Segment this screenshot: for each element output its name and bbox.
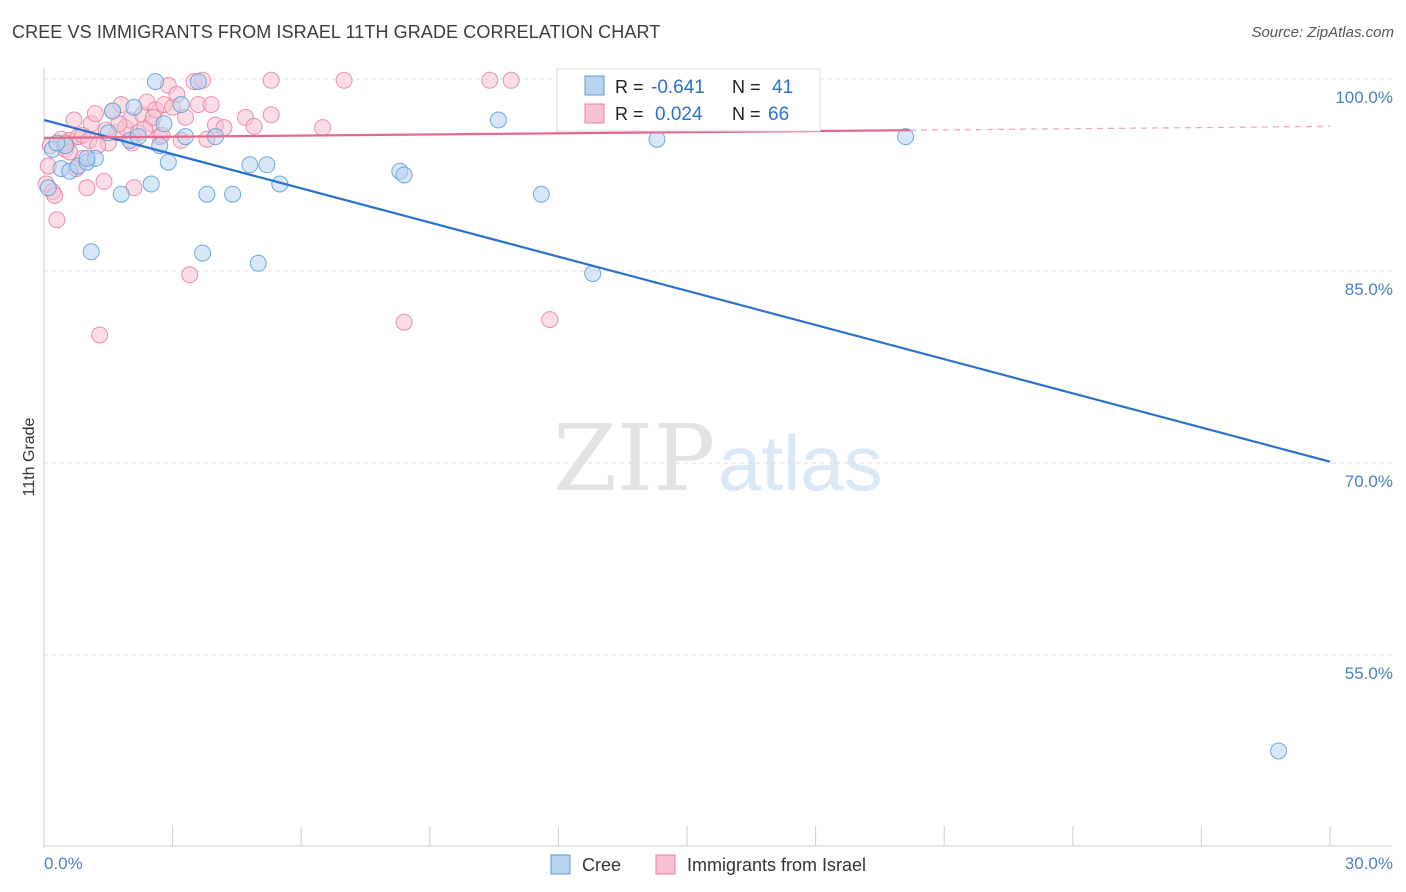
point-immigrants-from-israel xyxy=(245,117,263,135)
y-tick-label: 70.0% xyxy=(1345,472,1393,491)
point-immigrants-from-israel xyxy=(314,119,332,137)
point-cree xyxy=(48,134,66,152)
series-cree xyxy=(39,73,1288,760)
stats-r-value-cree: -0.641 xyxy=(651,77,705,98)
x-tick-label-max: 30.0% xyxy=(1345,854,1393,873)
stats-n-value-israel: 66 xyxy=(768,104,789,125)
point-cree xyxy=(224,185,242,203)
y-axis-label: 11th Grade xyxy=(21,417,38,496)
legend-label-cree: Cree xyxy=(582,855,621,875)
point-cree xyxy=(142,175,160,193)
point-cree xyxy=(39,179,57,197)
stats-n-label-israel: N = xyxy=(732,104,761,124)
y-tick-label: 85.0% xyxy=(1345,280,1393,299)
point-cree xyxy=(189,73,207,91)
point-cree xyxy=(198,185,216,203)
point-cree xyxy=(104,102,122,120)
y-tick-label: 100.0% xyxy=(1335,88,1393,107)
point-immigrants-from-israel xyxy=(481,71,499,89)
point-immigrants-from-israel xyxy=(78,179,96,197)
stats-r-label-cree: R = xyxy=(615,77,644,97)
point-cree xyxy=(82,243,100,261)
stats-legend-swatch-cree xyxy=(584,75,605,96)
chart-source: Source: ZipAtlas.com xyxy=(1251,24,1394,41)
point-cree xyxy=(78,149,96,167)
chart-title: CREE VS IMMIGRANTS FROM ISRAEL 11TH GRAD… xyxy=(12,22,661,42)
y-tick-label: 55.0% xyxy=(1345,664,1393,683)
trend-line-cree xyxy=(43,118,1331,463)
stats-n-value-cree: 41 xyxy=(772,77,793,98)
point-cree xyxy=(532,185,550,203)
point-cree xyxy=(249,254,267,272)
point-cree xyxy=(395,166,413,184)
stats-legend-swatch-israel xyxy=(584,103,605,124)
point-immigrants-from-israel xyxy=(262,106,280,124)
point-immigrants-from-israel xyxy=(48,211,66,229)
x-axis-ticks xyxy=(43,826,1331,846)
y-tick-labels: 100.0% 85.0% 70.0% 55.0% xyxy=(1335,88,1393,683)
point-cree xyxy=(897,128,915,146)
point-immigrants-from-israel xyxy=(335,71,353,89)
point-immigrants-from-israel xyxy=(262,71,280,89)
point-cree xyxy=(147,73,164,91)
watermark-zip: ZIP xyxy=(553,405,715,512)
point-immigrants-from-israel xyxy=(86,105,104,123)
point-immigrants-from-israel xyxy=(395,313,413,331)
stats-r-label-israel: R = xyxy=(615,104,644,124)
point-cree xyxy=(489,111,507,129)
point-immigrants-from-israel xyxy=(541,311,559,329)
point-immigrants-from-israel xyxy=(91,326,109,344)
x-tick-label-min: 0.0% xyxy=(44,854,83,873)
trend-line-israel-extension xyxy=(909,125,1331,131)
legend-swatch-israel xyxy=(655,854,676,875)
point-immigrants-from-israel xyxy=(95,172,113,190)
stats-legend: R = -0.641 N = 41 R = 0.024 N = 66 xyxy=(556,68,821,132)
point-immigrants-from-israel xyxy=(502,71,520,89)
point-immigrants-from-israel xyxy=(181,266,199,284)
point-cree xyxy=(159,153,177,171)
legend-swatch-cree xyxy=(550,854,571,875)
point-cree xyxy=(194,244,212,262)
point-cree xyxy=(648,130,666,148)
point-immigrants-from-israel xyxy=(202,96,220,114)
series-legend: Cree Immigrants from Israel xyxy=(550,854,866,875)
point-cree xyxy=(172,96,190,114)
point-cree xyxy=(112,185,130,203)
point-cree xyxy=(125,98,143,116)
point-cree xyxy=(155,115,173,133)
point-cree xyxy=(258,156,276,174)
stats-r-value-israel: 0.024 xyxy=(655,104,703,125)
stats-n-label-cree: N = xyxy=(732,77,761,97)
point-cree xyxy=(241,156,259,174)
point-cree xyxy=(1270,742,1288,760)
legend-label-israel: Immigrants from Israel xyxy=(687,855,866,875)
